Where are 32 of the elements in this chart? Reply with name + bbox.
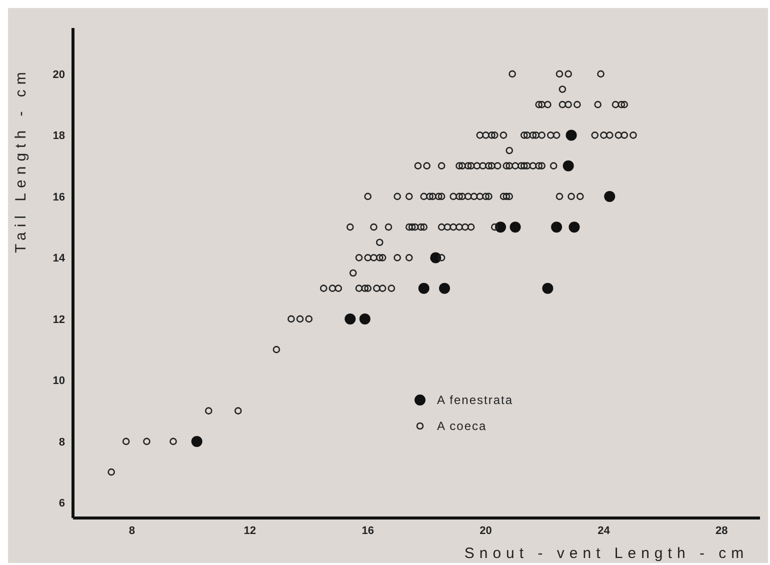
point [344,313,356,324]
y-tick-label: 6 [58,498,65,510]
x-tick-label: 24 [598,524,611,537]
point [359,313,370,324]
y-tick-label: 16 [52,191,65,204]
point [510,222,521,233]
x-tick-label: 8 [128,524,136,537]
point [191,436,202,447]
y-tick-label: 12 [52,314,65,326]
legend-label: A fenestrata [437,393,514,407]
y-tick-label: 20 [52,68,65,81]
point [604,190,616,202]
x-axis-title: Snout - vent Length - cm [464,545,749,562]
point [542,282,554,294]
legend-label: A coeca [437,419,487,433]
x-tick-label: 12 [244,524,256,537]
y-tick-label: 10 [52,375,65,388]
x-tick-label: 16 [362,524,374,537]
x-tick-label: 20 [480,524,492,537]
y-tick-label: 18 [52,130,65,142]
point [551,222,562,233]
point [495,222,506,233]
point [430,252,442,264]
y-tick-label: 14 [52,252,66,265]
point [418,282,430,294]
point [566,130,577,141]
x-tick-label: 28 [716,524,728,537]
y-axis-title: Tail Length - cm [12,67,30,253]
point [562,160,574,172]
y-tick-label: 8 [58,436,65,448]
point [568,222,580,233]
point [439,282,450,294]
